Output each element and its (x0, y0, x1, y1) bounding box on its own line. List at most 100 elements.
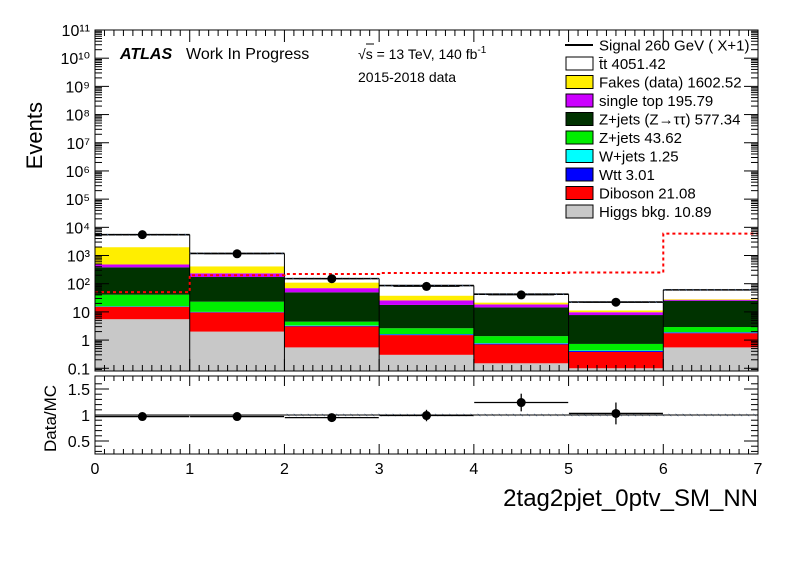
y-axis-label: Events (22, 102, 47, 169)
bar-series-7-bin-0 (95, 247, 190, 264)
x-axis-label: 2tag2pjet_0ptv_SM_NN (503, 485, 758, 512)
dataset-label: 2015-2018 data (358, 69, 456, 85)
bar-series-5-bin-3 (379, 305, 474, 328)
y-tick-label: 10¹⁰ (60, 51, 90, 68)
data-point (327, 274, 336, 283)
x-tick-label: 1 (185, 461, 194, 478)
ratio-point (517, 398, 526, 407)
x-axis: 0 1 2 3 4 5 6 7 (91, 376, 763, 478)
bar-series-6-bin-2 (284, 288, 379, 292)
bar-series-2-bin-4 (474, 344, 569, 345)
bar-series-0-bin-0 (95, 319, 190, 371)
y-tick-label: 10⁷ (66, 136, 90, 153)
bar-series-5-bin-6 (663, 301, 758, 327)
legend-swatch (566, 168, 593, 181)
x-tick-label: 6 (659, 461, 668, 478)
x-tick-label: 0 (91, 461, 100, 478)
bar-series-2-bin-6 (663, 333, 758, 334)
legend-swatch (566, 76, 593, 89)
data-point (233, 249, 242, 258)
ratio-y-axis-label: Data/MC (41, 385, 60, 452)
energy-label: √s = 13 TeV, 140 fb-1 (358, 44, 487, 62)
legend-swatch (566, 57, 593, 70)
legend-swatch (566, 150, 593, 163)
y-tick-label: 10¹¹ (62, 23, 90, 40)
legend-entry: t̄t 4051.42 (598, 56, 666, 73)
y-tick-label: 1 (81, 333, 90, 350)
ratio-point (611, 409, 620, 418)
bar-series-5-bin-0 (95, 267, 190, 294)
bar-series-4-bin-0 (95, 295, 190, 307)
ratio-point (233, 412, 242, 421)
bar-series-4-bin-4 (474, 336, 569, 343)
bar-series-6-bin-3 (379, 300, 474, 305)
bar-series-1-bin-3 (379, 335, 474, 355)
mc-uncertainty-hatch (663, 289, 758, 291)
bar-series-4-bin-6 (663, 327, 758, 332)
data-point (517, 290, 526, 299)
ratio-point (327, 413, 336, 422)
legend-swatch (566, 113, 593, 126)
bar-series-4-bin-3 (379, 328, 474, 334)
bar-series-1-bin-4 (474, 344, 569, 363)
x-tick-label: 7 (754, 461, 763, 478)
legend-entry: Higgs bkg. 10.89 (599, 204, 712, 221)
bar-series-6-bin-6 (663, 300, 758, 301)
y-tick-label: 10² (67, 277, 91, 294)
svg-text:√s = 13 TeV, 140 fb-1: √s = 13 TeV, 140 fb-1 (358, 45, 487, 62)
bar-series-7-bin-1 (190, 266, 285, 273)
x-tick-label: 3 (375, 461, 384, 478)
bar-series-5-bin-4 (474, 307, 569, 336)
ratio-points (95, 394, 663, 425)
legend-entry: Wtt 3.01 (599, 167, 655, 184)
bar-series-2-bin-2 (284, 326, 379, 327)
bar-series-6-bin-0 (95, 264, 190, 267)
legend-entry: Signal 260 GeV ( X+1) (599, 38, 750, 55)
ratio-y-tick-label: 0.5 (68, 434, 90, 451)
bar-series-5-bin-5 (569, 315, 664, 344)
y-tick-label: 10⁹ (65, 79, 90, 96)
bar-series-1-bin-0 (95, 307, 190, 319)
data-point (611, 298, 620, 307)
ratio-point (422, 411, 431, 420)
bar-series-4-bin-2 (284, 322, 379, 326)
bar-series-3-bin-5 (569, 350, 664, 351)
bar-series-6-bin-5 (569, 312, 664, 315)
y-tick-label: 10³ (67, 249, 91, 266)
bar-series-7-bin-6 (663, 299, 758, 300)
x-tick-label: 5 (564, 461, 573, 478)
bar-series-4-bin-5 (569, 344, 664, 350)
y-tick-label: 10 (72, 305, 90, 322)
bar-series-7-bin-3 (379, 296, 474, 301)
bar-series-5-bin-2 (284, 292, 379, 321)
y-tick-label: 10⁶ (66, 164, 90, 181)
legend-entry: Fakes (data) 1602.52 (599, 75, 742, 92)
legend-swatch (566, 131, 593, 144)
bar-series-7-bin-5 (569, 310, 664, 312)
ratio-y-tick-label: 1 (81, 408, 90, 425)
bar-series-1-bin-6 (663, 333, 758, 347)
legend-entry: single top 195.79 (599, 93, 713, 110)
bar-series-1-bin-1 (190, 313, 285, 332)
bar-series-5-bin-1 (190, 277, 285, 302)
y-tick-label: 10⁴ (65, 220, 90, 237)
legend-swatch (566, 187, 593, 200)
x-tick-label: 2 (280, 461, 289, 478)
bar-series-8-bin-6 (663, 290, 758, 299)
ratio-point (138, 412, 147, 421)
y-tick-label: 10⁵ (66, 192, 90, 209)
legend-swatch (566, 94, 593, 107)
legend-entry: Z+jets (Z→ττ) 577.34 (599, 112, 740, 129)
x-tick-label: 4 (469, 461, 478, 478)
stacked-histogram (95, 234, 758, 371)
y-tick-label: 0.1 (68, 361, 90, 378)
bar-series-7-bin-2 (284, 283, 379, 289)
status-label: Work In Progress (186, 46, 309, 63)
bar-series-2-bin-5 (569, 351, 664, 352)
legend: Signal 260 GeV ( X+1)t̄t 4051.42 Fakes (d… (565, 38, 750, 222)
bar-series-7-bin-4 (474, 303, 569, 305)
bar-series-6-bin-4 (474, 304, 569, 307)
atlas-label: ATLAS (119, 46, 172, 63)
bar-series-4-bin-1 (190, 302, 285, 312)
